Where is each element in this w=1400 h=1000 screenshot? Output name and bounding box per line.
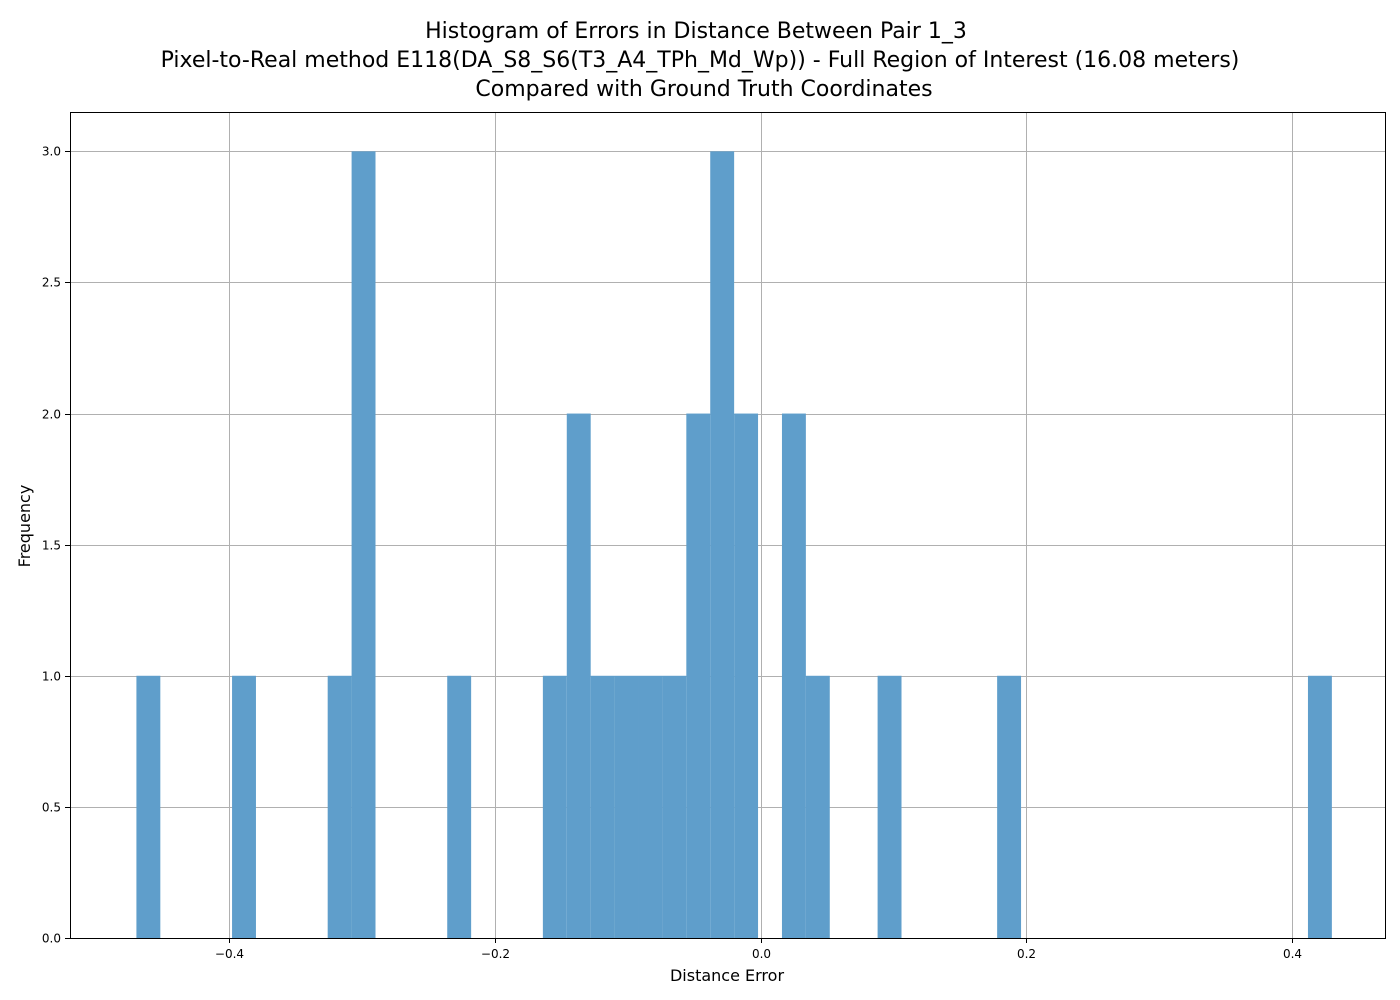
histogram-bar bbox=[542, 675, 567, 938]
x-axis-label: Distance Error bbox=[670, 966, 784, 985]
x-tick-label: 0.2 bbox=[1017, 947, 1036, 961]
histogram-bar bbox=[638, 675, 663, 938]
histogram-bar bbox=[805, 675, 830, 938]
y-tick-label: 2.5 bbox=[42, 276, 61, 290]
histogram-bar bbox=[686, 413, 711, 938]
chart-title-line-1: Histogram of Errors in Distance Between … bbox=[425, 19, 967, 44]
histogram-bar bbox=[997, 675, 1022, 938]
plot-frame bbox=[70, 112, 1386, 939]
x-tick-label: 0.4 bbox=[1283, 947, 1302, 961]
y-tick-label: 0.0 bbox=[42, 932, 61, 946]
x-tick-label: −0.2 bbox=[481, 947, 510, 961]
y-tick-label: 1.0 bbox=[42, 670, 61, 684]
chart-title-line-3: Compared with Ground Truth Coordinates bbox=[475, 77, 932, 102]
histogram-bar bbox=[734, 413, 759, 938]
y-tick-label: 1.5 bbox=[42, 539, 61, 553]
histogram-bar bbox=[566, 413, 591, 938]
histogram-bar bbox=[447, 675, 472, 938]
histogram-bar bbox=[590, 675, 615, 938]
histogram-bar bbox=[781, 413, 806, 938]
y-tick-label: 2.0 bbox=[42, 408, 61, 422]
histogram-bar bbox=[662, 675, 687, 938]
bars-layer bbox=[136, 151, 1332, 939]
histogram-bar bbox=[136, 675, 161, 938]
histogram-bar bbox=[1307, 675, 1332, 938]
histogram-bar bbox=[877, 675, 902, 938]
ticks-layer: −0.4 −0.2 0.0 0.2 0.4 0.0 0.5 1.0 1.5 2.0 2.5 3.0 bbox=[42, 145, 1302, 962]
histogram-bar bbox=[710, 151, 735, 939]
histogram-bar bbox=[327, 675, 352, 938]
x-tick-label: −0.4 bbox=[215, 947, 244, 961]
x-tick-label: 0.0 bbox=[752, 947, 771, 961]
y-axis-label: Frequency bbox=[15, 485, 34, 568]
y-tick-label: 3.0 bbox=[42, 145, 61, 159]
histogram-bar bbox=[351, 151, 376, 939]
y-tick-label: 0.5 bbox=[42, 801, 61, 815]
histogram-bar bbox=[614, 675, 639, 938]
histogram-bar bbox=[232, 675, 256, 938]
chart-title-line-2: Pixel-to-Real method E118(DA_S8_S6(T3_A4… bbox=[161, 48, 1240, 73]
